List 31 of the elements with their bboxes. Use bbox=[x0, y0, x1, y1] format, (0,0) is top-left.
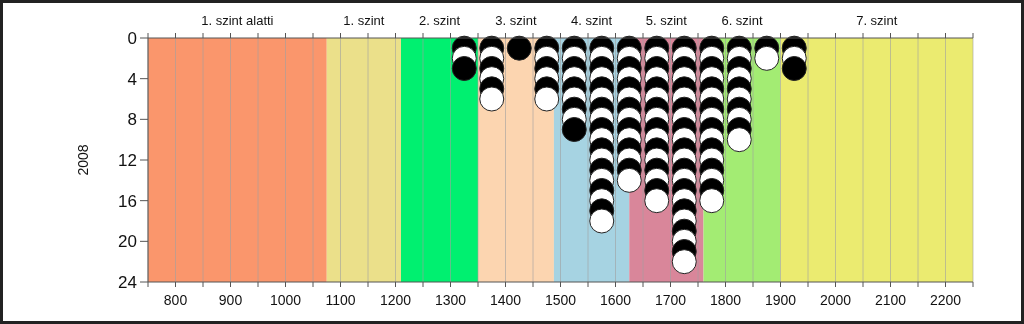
x-tick-label: 1500 bbox=[544, 292, 577, 308]
x-tick-label: 1100 bbox=[325, 292, 356, 308]
band-label: 7. szint bbox=[856, 13, 898, 28]
y-tick-label: 0 bbox=[127, 29, 137, 49]
x-tick-label: 1800 bbox=[709, 292, 742, 308]
band-label: 4. szint bbox=[570, 13, 613, 28]
x-tick-label: 2200 bbox=[929, 292, 962, 308]
x-tick-label: 1600 bbox=[599, 292, 632, 308]
y-tick-label: 12 bbox=[118, 151, 137, 171]
y-tick-label: 4 bbox=[127, 69, 137, 89]
x-tick-label: 2000 bbox=[819, 292, 852, 308]
band-label: 6. szint bbox=[721, 13, 763, 28]
x-tick-label: 1000 bbox=[269, 292, 302, 308]
y-axis-title: 2008 bbox=[75, 144, 91, 176]
y-tick-label: 8 bbox=[127, 110, 137, 130]
x-tick-label: 2100 bbox=[874, 292, 907, 308]
x-tick-label: 800 bbox=[163, 292, 188, 308]
x-tick-label: 900 bbox=[218, 292, 243, 308]
x-tick-label: 1700 bbox=[654, 292, 687, 308]
x-tick-label: 1400 bbox=[489, 292, 522, 308]
x-tick-label: 1200 bbox=[379, 292, 412, 308]
y-tick-label: 24 bbox=[118, 273, 137, 293]
band-label: 1. szint alatti bbox=[201, 13, 274, 28]
band-label: 3. szint bbox=[495, 13, 537, 28]
band-label: 2. szint bbox=[418, 13, 461, 28]
x-tick-label: 1300 bbox=[434, 292, 467, 308]
band-label: 5. szint bbox=[645, 13, 688, 28]
x-tick-label: 1900 bbox=[764, 292, 797, 308]
y-tick-label: 16 bbox=[118, 191, 137, 211]
band-label: 1. szint bbox=[343, 13, 385, 28]
y-tick-label: 20 bbox=[118, 232, 137, 252]
